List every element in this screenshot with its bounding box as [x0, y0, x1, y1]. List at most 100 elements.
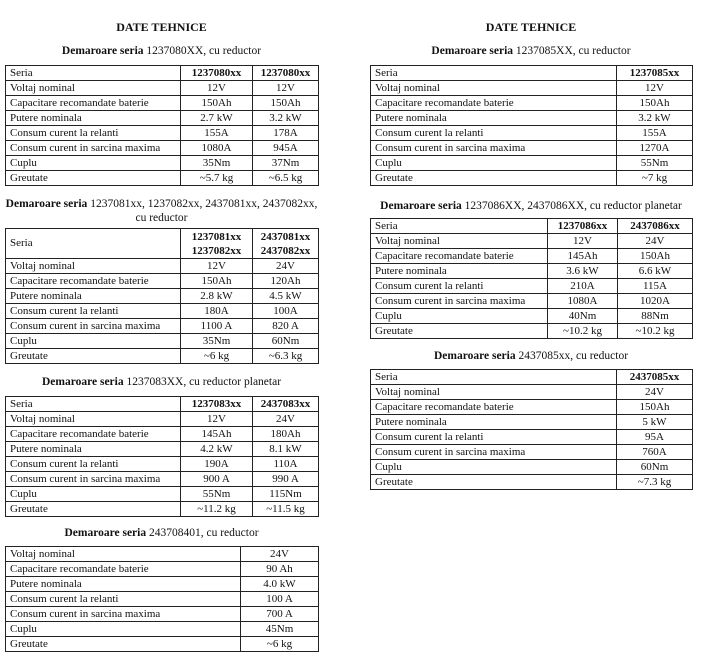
row-label: Voltaj nominal	[5, 80, 181, 96]
cell-value: 2437083xx	[252, 396, 319, 412]
table-row: Consum curent in sarcina maxima 1270A	[370, 140, 693, 156]
row-label: Consum curent in sarcina maxima	[5, 318, 181, 334]
row-label: Consum curent la relanti	[370, 125, 617, 141]
cell-value: ~5.7 kg	[180, 170, 253, 186]
table-caption: Demaroare seria 1237086XX, 2437086XX, cu…	[370, 199, 692, 213]
row-label: Greutate	[5, 170, 181, 186]
row-label: Voltaj nominal	[5, 411, 181, 427]
table-header-row: Seria 1237086xx 2437086xx	[370, 218, 693, 234]
row-label: Cuplu	[370, 459, 617, 475]
table-row: Consum curent in sarcina maxima 1100 A 820…	[5, 318, 319, 334]
row-label: Putere nominala	[5, 441, 181, 457]
row-label: Consum curent la relanti	[5, 125, 181, 141]
cell-value: 150Ah	[616, 95, 693, 111]
row-label: Cuplu	[370, 308, 548, 324]
row-label: Putere nominala	[370, 263, 548, 279]
table-row: Consum curent la relanti 180A 100A	[5, 303, 319, 319]
cell-value: 40Nm	[547, 308, 618, 324]
table-row: Cuplu 60Nm	[370, 459, 693, 475]
table-header-row: Seria 2437085xx	[370, 369, 693, 385]
cell-value: 24V	[252, 258, 319, 274]
table-row: Capacitare recomandate baterie 150Ah 120Ah	[5, 273, 319, 289]
row-label: Capacitare recomandate baterie	[5, 426, 181, 442]
row-label: Greutate	[370, 170, 617, 186]
row-label: Consum curent in sarcina maxima	[5, 606, 241, 622]
cell-value: 155A	[616, 125, 693, 141]
table-row: Consum curent la relanti 155A 178A	[5, 125, 319, 141]
cell-value: 35Nm	[180, 155, 253, 171]
table-row: Greutate ~7.3 kg	[370, 474, 693, 490]
cell-value: 2.8 kW	[180, 288, 253, 304]
table-caption: Demaroare seria 1237080XX, cu reductor	[5, 44, 318, 58]
cell-value: 155A	[180, 125, 253, 141]
caption-bold: Demaroare seria	[433, 350, 516, 362]
caption-bold: Demaroare seria	[431, 45, 514, 57]
row-label: Consum curent la relanti	[370, 429, 617, 445]
specs-table: Seria 2437085xx Voltaj nominal 24V Capacitar…	[370, 369, 693, 490]
cell-value: 5 kW	[616, 414, 693, 430]
table-row: Voltaj nominal 24V	[370, 384, 693, 400]
table-row: Putere nominala 3.6 kW 6.6 kW	[370, 263, 693, 279]
row-label: Voltaj nominal	[5, 258, 181, 274]
table-row: Voltaj nominal 12V 24V	[5, 411, 319, 427]
table-row: Cuplu 35Nm 37Nm	[5, 155, 319, 171]
cell-value: 4.2 kW	[180, 441, 253, 457]
cell-value: 12V	[180, 411, 253, 427]
table-row: Greutate ~6 kg ~6.3 kg	[5, 348, 319, 364]
table-row: Putere nominala 4.0 kW	[5, 576, 319, 592]
cell-value: 180Ah	[252, 426, 319, 442]
cell-value: ~10.2 kg	[547, 323, 618, 339]
cell-value: 145Ah	[547, 248, 618, 264]
row-label: Greutate	[370, 323, 548, 339]
row-label: Seria	[370, 369, 617, 385]
cell-value: 2437085xx	[616, 369, 693, 385]
cell-value: 37Nm	[252, 155, 319, 171]
cell-value: 900 A	[180, 471, 253, 487]
cell-value: 1237080xx	[180, 65, 253, 81]
row-label: Consum curent in sarcina maxima	[370, 140, 617, 156]
table-row: Voltaj nominal 24V	[5, 546, 319, 562]
cell-value: 3.2 kW	[616, 110, 693, 126]
table-caption: Demaroare seria 1237081xx, 1237082xx, 24…	[5, 197, 318, 225]
cell-value: 150Ah	[252, 95, 319, 111]
cell-value: 178A	[252, 125, 319, 141]
table-row: Cuplu 55Nm	[370, 155, 693, 171]
table-header-row: Seria 1237083xx 2437083xx	[5, 396, 319, 412]
cell-value: 190A	[180, 456, 253, 472]
row-label: Consum curent in sarcina maxima	[5, 140, 181, 156]
row-label: Consum curent in sarcina maxima	[370, 293, 548, 309]
cell-value: ~6.5 kg	[252, 170, 319, 186]
cell-value: ~7 kg	[616, 170, 693, 186]
row-label: Putere nominala	[5, 288, 181, 304]
table-row: Putere nominala 2.7 kW 3.2 kW	[5, 110, 319, 126]
right-title: DATE TEHNICE	[485, 20, 577, 34]
table-row: Greutate ~7 kg	[370, 170, 693, 186]
table-header-row: Seria 1237080xx 1237080xx	[5, 65, 319, 81]
table-row: Voltaj nominal 12V 24V	[370, 233, 693, 249]
cell-value: ~10.2 kg	[617, 323, 693, 339]
caption-text: 2437085xx, cu reductor	[515, 350, 629, 362]
row-label: Voltaj nominal	[5, 546, 241, 562]
cell-value: 12V	[180, 80, 253, 96]
cell-value: 60Nm	[252, 333, 319, 349]
specs-table: Voltaj nominal 24V Capacitare recomandate …	[5, 546, 319, 652]
caption-bold: Demaroare seria	[5, 198, 88, 210]
cell-value: 2.7 kW	[180, 110, 253, 126]
cell-value: 150Ah	[180, 273, 253, 289]
table-row: Cuplu 55Nm 115Nm	[5, 486, 319, 502]
row-label: Greutate	[5, 636, 241, 652]
cell-value: 945A	[252, 140, 319, 156]
specs-table: Seria 1237083xx 2437083xx Voltaj nominal 12V…	[5, 396, 319, 517]
cell-value: 150Ah	[180, 95, 253, 111]
cell-value: 150Ah	[617, 248, 693, 264]
table-caption: Demaroare seria 243708401, cu reductor	[5, 526, 318, 540]
caption-bold: Demaroare seria	[41, 376, 124, 388]
cell-value: 150Ah	[616, 399, 693, 415]
table-caption: Demaroare seria 1237085XX, cu reductor	[370, 44, 692, 58]
cell-value: ~6 kg	[240, 636, 319, 652]
cell-value: 45Nm	[240, 621, 319, 637]
cell-value: ~6 kg	[180, 348, 253, 364]
table-row: Consum curent la relanti 190A 110A	[5, 456, 319, 472]
row-label: Putere nominala	[370, 110, 617, 126]
